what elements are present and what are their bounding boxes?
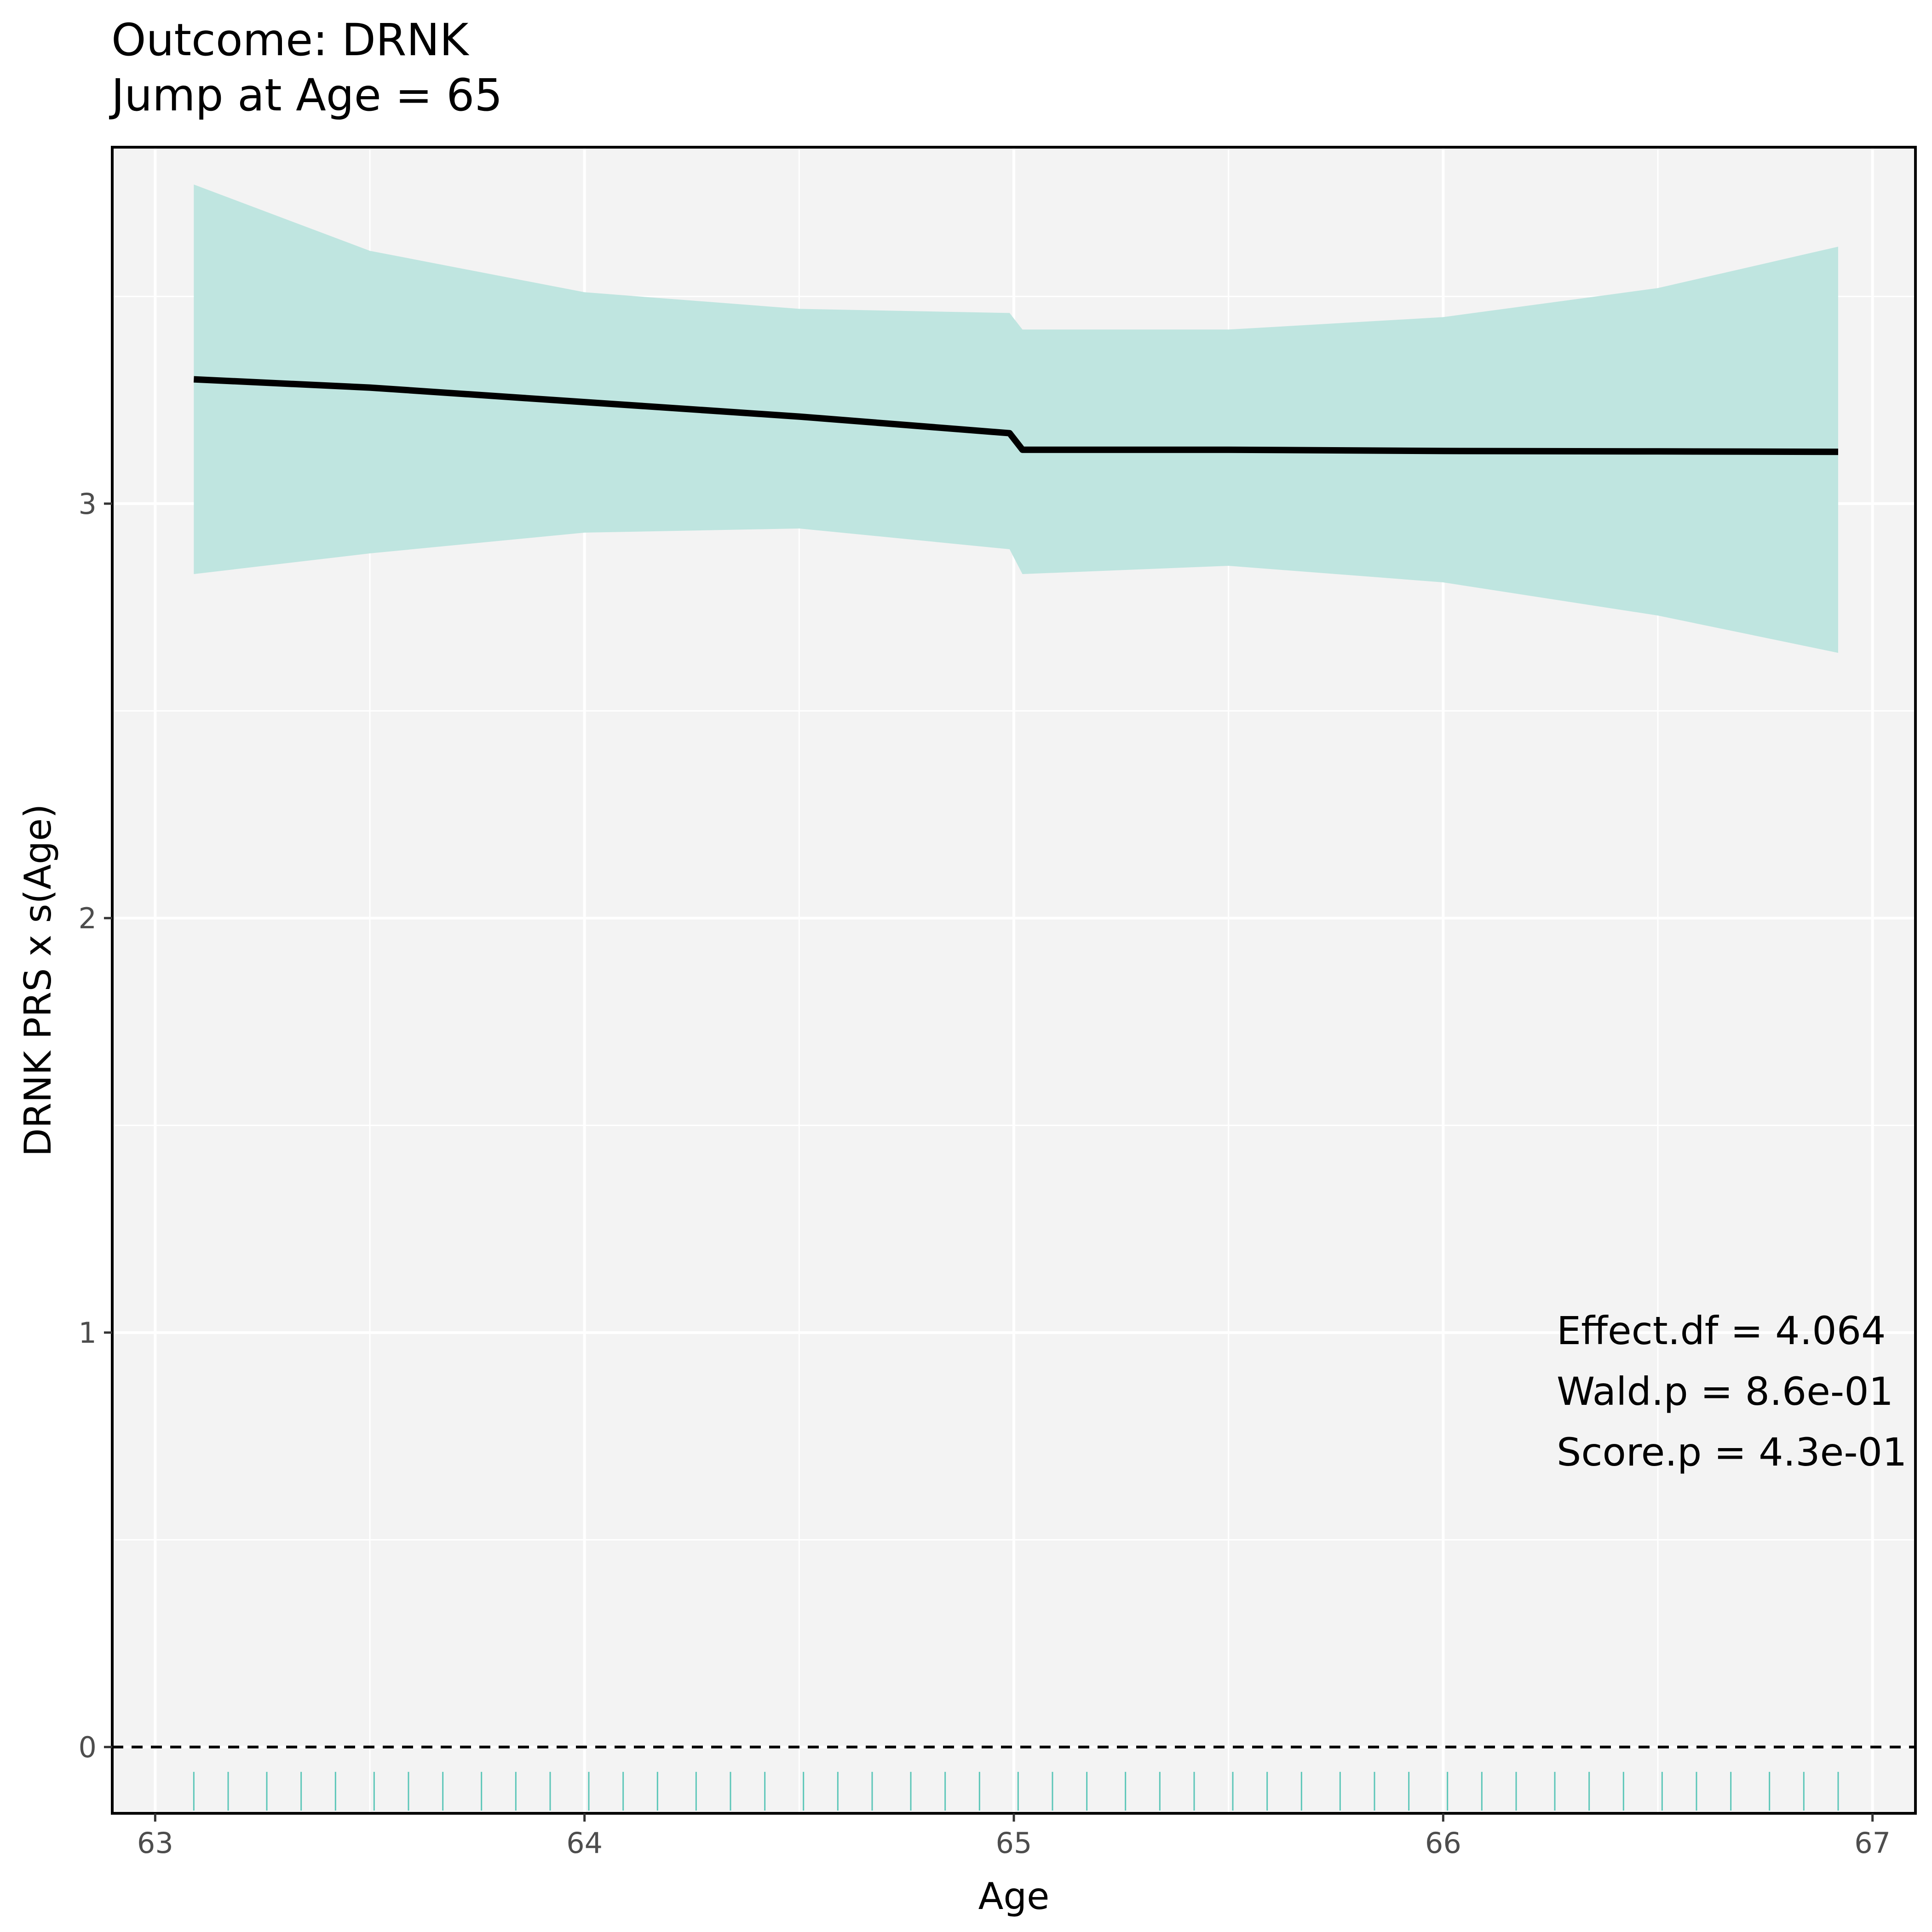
wald-p-label: Wald.p = 8.6e-01: [1557, 1369, 1893, 1414]
chart-title: Outcome: DRNK: [111, 14, 469, 66]
stats-annotation: Effect.df = 4.064 Wald.p = 8.6e-01 Score…: [1557, 1308, 1907, 1475]
fit-line: [193, 376, 1839, 455]
y-tick-label: 1: [79, 1316, 97, 1350]
x-tick-label: 64: [566, 1826, 603, 1860]
x-tick-label: 66: [1425, 1826, 1461, 1860]
score-p-label: Score.p = 4.3e-01: [1557, 1430, 1907, 1475]
x-tick-label: 65: [996, 1826, 1032, 1860]
y-tick-label: 2: [79, 902, 97, 935]
x-axis-title: Age: [978, 1875, 1050, 1918]
rug-marks: [193, 1771, 1839, 1811]
y-tick-label: 3: [79, 487, 97, 521]
effect-df-label: Effect.df = 4.064: [1557, 1308, 1886, 1353]
x-axis: 63 64 65 66 67: [137, 1813, 1891, 1860]
x-tick-label: 67: [1854, 1826, 1891, 1860]
confidence-ribbon: [194, 184, 1838, 653]
x-tick-label: 63: [137, 1826, 173, 1860]
y-axis: 0 1 2 3: [79, 487, 112, 1764]
y-tick-label: 0: [79, 1731, 97, 1764]
y-axis-title: DRNK PRS x s(Age): [17, 804, 59, 1157]
chart-subtitle: Jump at Age = 65: [109, 69, 502, 121]
